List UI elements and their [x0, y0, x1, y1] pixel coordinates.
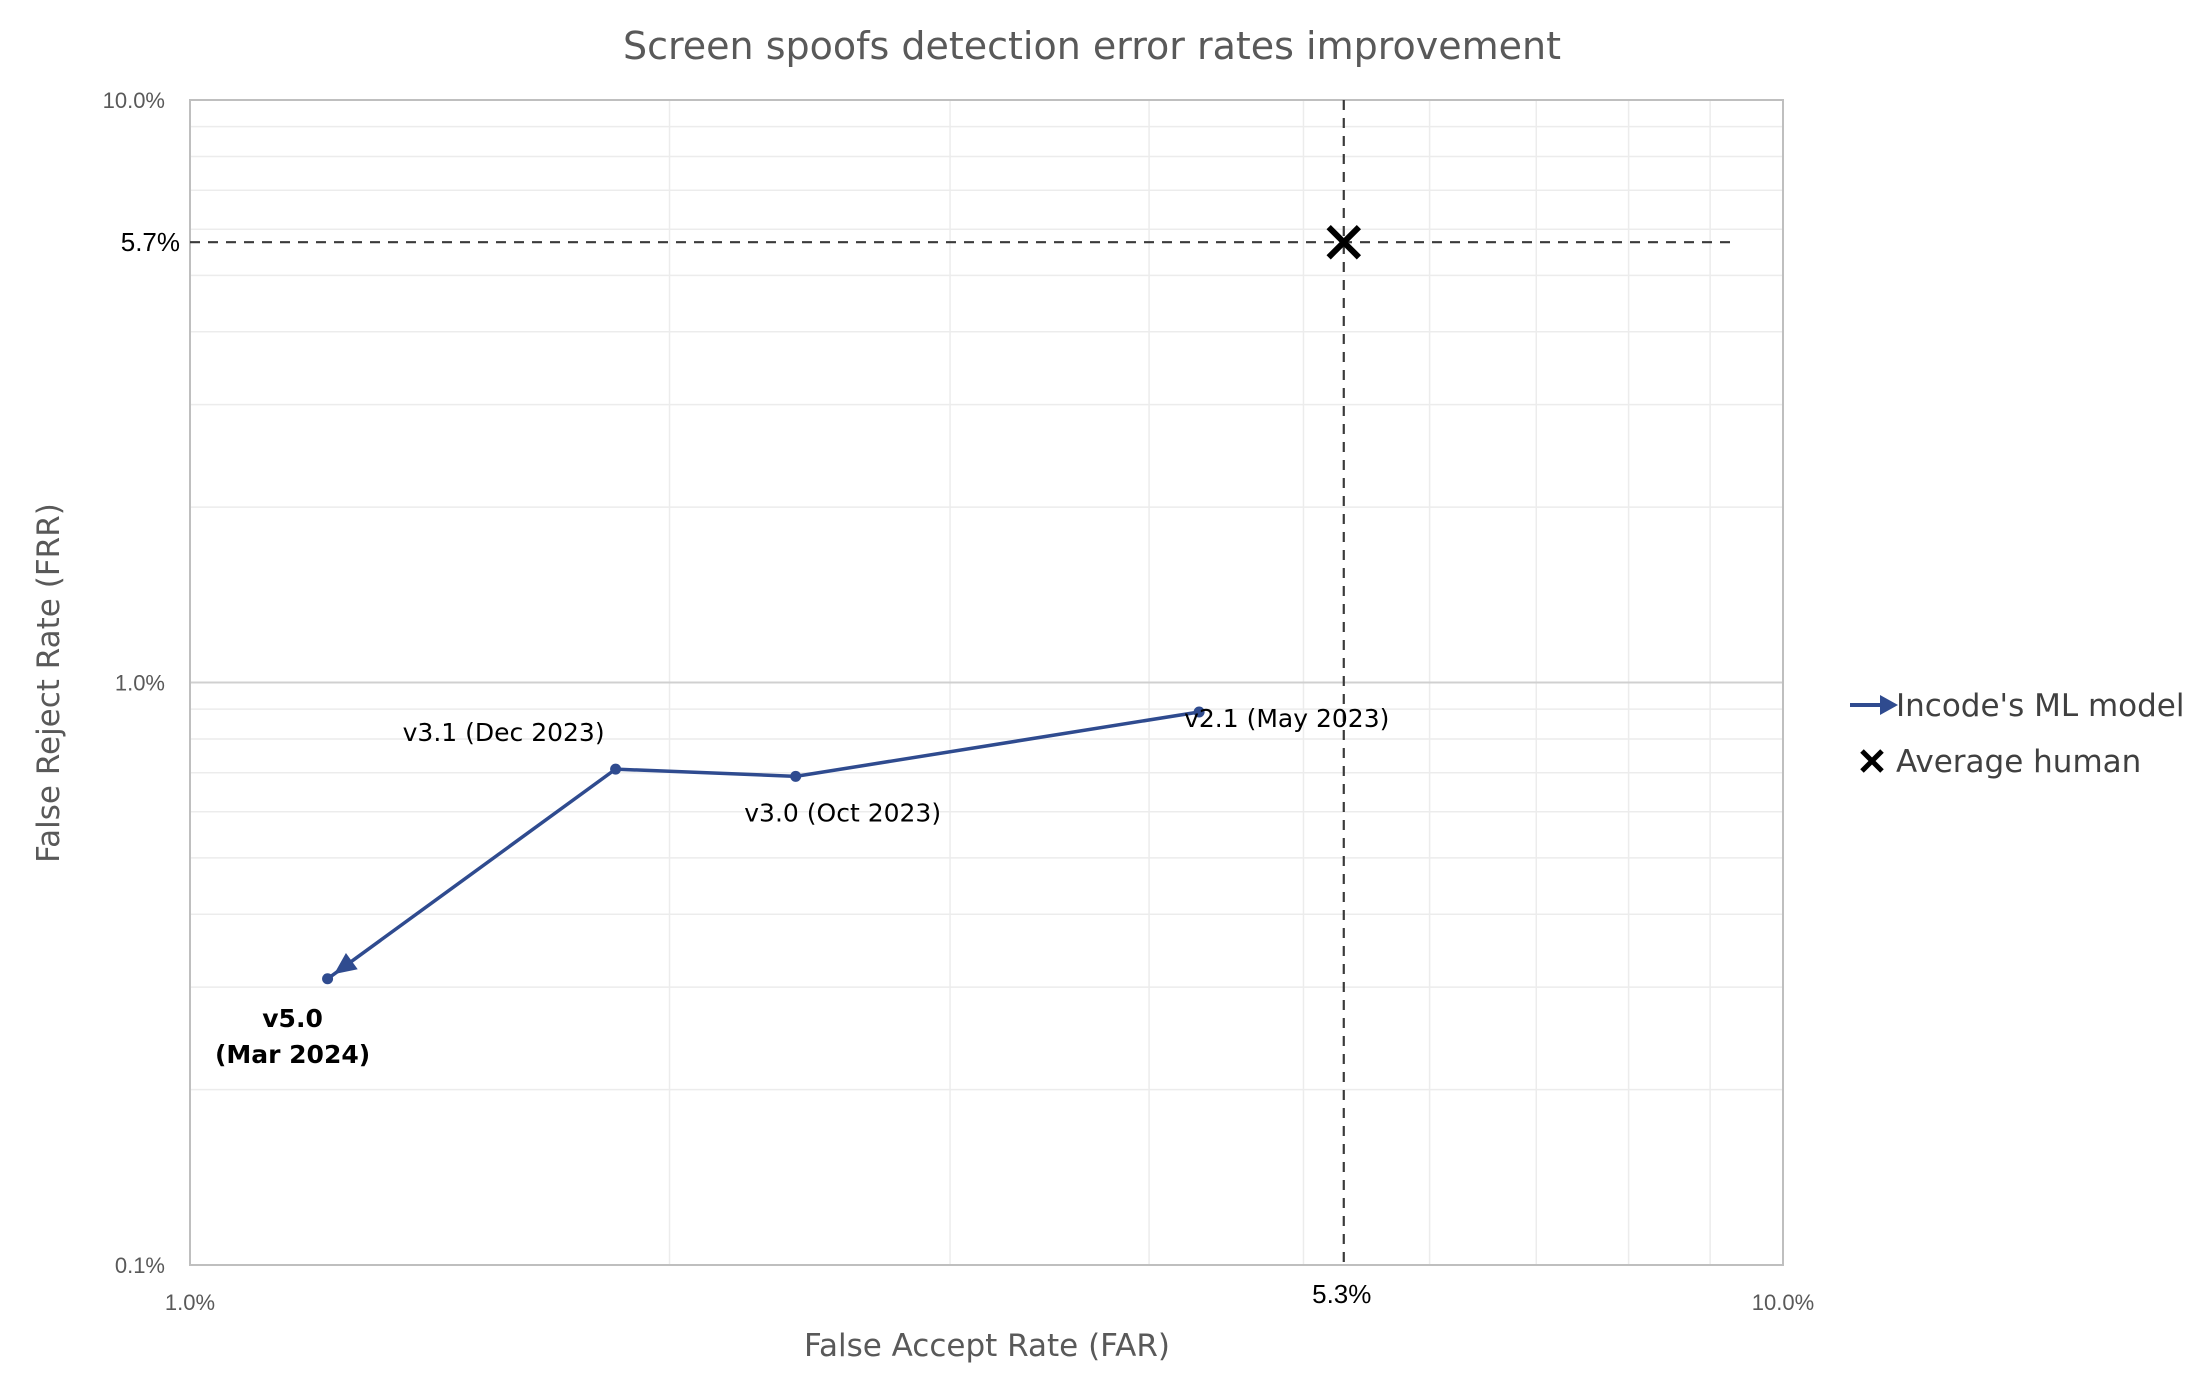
plot-area: 1.0% 10.0%0.1%1.0%10.0%5.3%5.7%v2.1 (May … [103, 88, 1815, 1315]
model-series-line [326, 710, 1200, 981]
x-tick-label: 10.0% [1752, 1290, 1814, 1315]
legend-label-human: Average human [1896, 744, 2141, 780]
model-data-point [790, 770, 802, 782]
y-axis-title: False Reject Rate (FRR) [31, 503, 67, 863]
x-tick-label: 1.0% [165, 1290, 215, 1315]
data-label: v3.0 (Oct 2023) [744, 798, 941, 827]
data-label: v3.1 (Dec 2023) [403, 718, 605, 747]
y-tick-label: 1.0% [115, 671, 165, 696]
chart-title: Screen spoofs detection error rates impr… [623, 24, 1561, 68]
plot-border [189, 99, 1784, 1266]
legend-human-marker [1860, 749, 1884, 773]
legend-label-model: Incode's ML model [1896, 688, 2184, 724]
model-data-point [1193, 706, 1205, 718]
model-data-point [610, 763, 622, 775]
x-axis-title: False Accept Rate (FAR) [804, 1328, 1170, 1364]
legend-model-arrow [1880, 695, 1898, 715]
legend: Incode's ML model Average human [1850, 688, 2184, 780]
model-arrow-head [334, 953, 358, 975]
y-tick-label: 10.0% [103, 88, 165, 113]
data-label: v5.0 (Mar 2024) [215, 1004, 370, 1069]
reference-label-far: 5.3% [1312, 1279, 1371, 1309]
data-label: v2.1 (May 2023) [1184, 704, 1389, 733]
reference-label-frr: 5.7% [121, 227, 180, 257]
model-data-point [322, 973, 334, 985]
average-human-marker [1326, 224, 1362, 260]
y-tick-label: 0.1% [115, 1253, 165, 1278]
x-marker-stroke [1326, 224, 1362, 260]
